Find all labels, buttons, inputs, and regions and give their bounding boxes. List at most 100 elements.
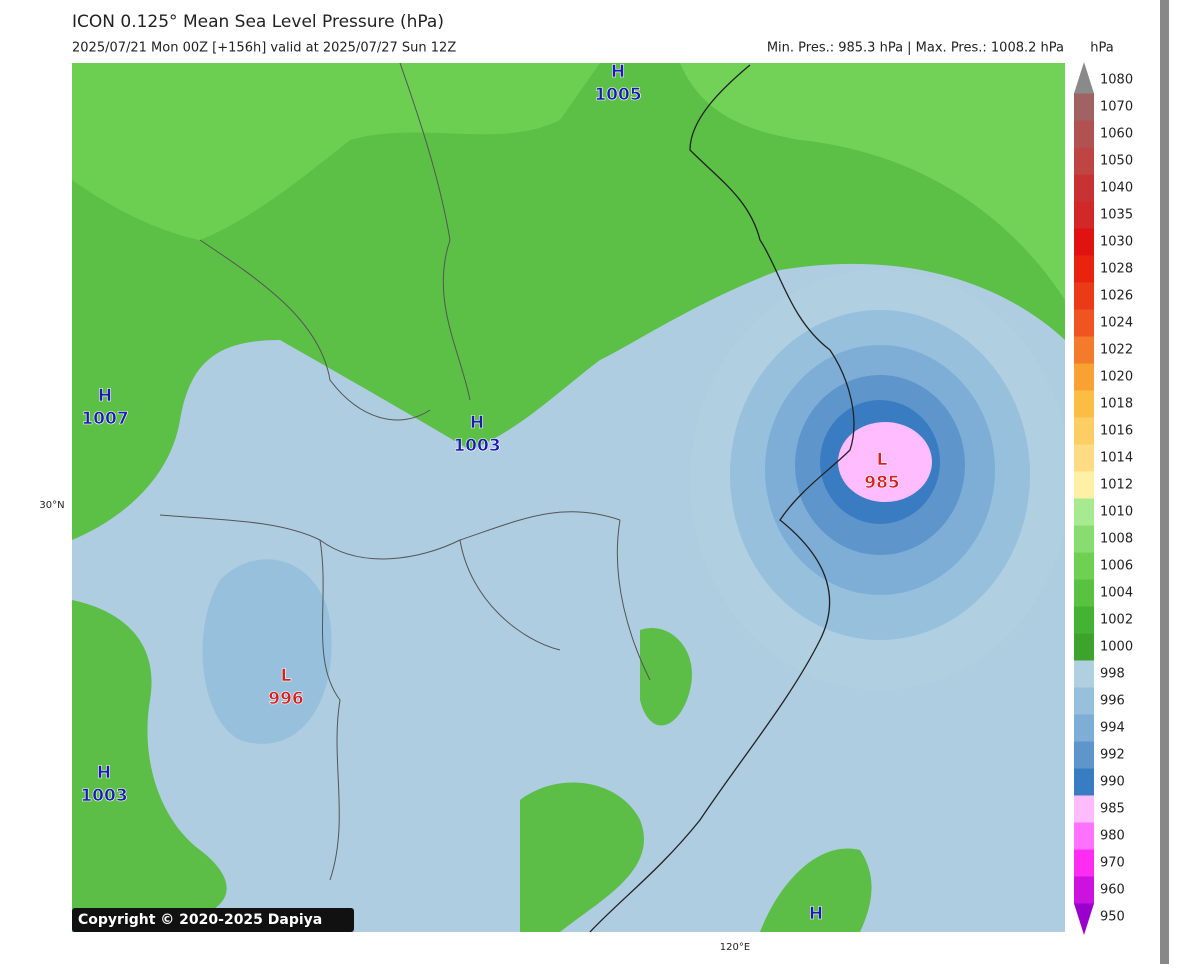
center-value: 1003 [80, 786, 127, 806]
colorbar-label: 1006 [1100, 559, 1133, 574]
low-area [202, 559, 332, 744]
colorbar-swatch [1074, 471, 1094, 499]
colorbar-label: 1010 [1100, 505, 1133, 520]
colorbar-label: 1030 [1100, 235, 1133, 250]
colorbar-unit: hPa [1090, 41, 1113, 56]
colorbar-swatch [1074, 228, 1094, 256]
colorbar: 1080 1070 1060 1050 1040 1035 1030 1028 1026 1024… [1074, 62, 1133, 935]
green-area [520, 782, 644, 932]
colorbar-label: 985 [1100, 802, 1125, 817]
colorbar-label: 960 [1100, 883, 1125, 898]
lat-label: 30°N [39, 500, 64, 511]
colorbar-swatch [1074, 498, 1094, 526]
title: ICON 0.125° Mean Sea Level Pressure (hPa… [72, 12, 444, 32]
colorbar-label: 990 [1100, 775, 1125, 790]
center-value: 1007 [81, 409, 128, 429]
colorbar-arrow [1074, 62, 1094, 94]
center-symbol: H [97, 763, 111, 783]
boundary [159, 63, 651, 881]
colorbar-label: 996 [1100, 694, 1125, 709]
green-area [640, 628, 692, 726]
center-symbol: L [281, 666, 292, 686]
colorbar-swatch [1074, 849, 1094, 877]
colorbar-label: 1024 [1100, 316, 1133, 331]
colorbar-label: 950 [1100, 910, 1125, 925]
colorbar-label: 970 [1100, 856, 1125, 871]
colorbar-label: 1022 [1100, 343, 1133, 358]
colorbar-label: 1014 [1100, 451, 1133, 466]
colorbar-swatch [1074, 822, 1094, 850]
min-max: Min. Pres.: 985.3 hPa | Max. Pres.: 1008… [767, 41, 1064, 56]
colorbar-swatch [1074, 309, 1094, 337]
colorbar-label: 994 [1100, 721, 1125, 736]
colorbar-label: 1002 [1100, 613, 1133, 628]
colorbar-swatch [1074, 606, 1094, 634]
colorbar-label: 1000 [1100, 640, 1133, 655]
colorbar-label: 998 [1100, 667, 1125, 682]
colorbar-swatch [1074, 552, 1094, 580]
colorbar-swatch [1074, 174, 1094, 202]
colorbar-swatch [1074, 741, 1094, 769]
colorbar-label: 1018 [1100, 397, 1133, 412]
colorbar-label: 1016 [1100, 424, 1133, 439]
colorbar-swatch [1074, 579, 1094, 607]
green-area [680, 63, 1065, 300]
green-area [72, 63, 600, 240]
colorbar-label: 1020 [1100, 370, 1133, 385]
colorbar-swatch [1074, 633, 1094, 661]
colorbar-label: 1028 [1100, 262, 1133, 277]
colorbar-label: 1035 [1100, 208, 1133, 223]
center-value: 996 [268, 689, 304, 709]
colorbar-label: 1050 [1100, 154, 1133, 169]
pressure-centers: H 1005 H 1007 H 1003 L 985 L 996 H 1003 H [80, 62, 900, 925]
scrollbar [1160, 0, 1169, 964]
colorbar-label: 1008 [1100, 532, 1133, 547]
copyright: Copyright © 2020-2025 Dapiya [78, 912, 322, 928]
colorbar-swatch [1074, 147, 1094, 175]
green-area [72, 63, 1065, 540]
colorbar-swatch [1074, 336, 1094, 364]
colorbar-swatch [1074, 363, 1094, 391]
center-symbol: H [611, 62, 625, 82]
colorbar-label: 980 [1100, 829, 1125, 844]
colorbar-swatch [1074, 120, 1094, 148]
colorbar-swatch [1074, 876, 1094, 904]
colorbar-label: 1004 [1100, 586, 1133, 601]
map [72, 63, 1065, 932]
center-symbol: H [98, 386, 112, 406]
colorbar-swatch [1074, 660, 1094, 688]
colorbar-swatch [1074, 390, 1094, 418]
lon-label: 120°E [720, 942, 750, 953]
green-area [760, 848, 872, 932]
colorbar-swatch [1074, 525, 1094, 553]
center-symbol: H [809, 904, 823, 924]
colorbar-swatch [1074, 255, 1094, 283]
colorbar-swatch [1074, 93, 1094, 121]
center-value: 1003 [453, 436, 500, 456]
colorbar-swatch [1074, 282, 1094, 310]
coastline [589, 64, 855, 932]
green-area [72, 600, 227, 932]
center-value: 1005 [594, 85, 641, 105]
isobar-985 [838, 422, 932, 502]
center-symbol: L [877, 450, 888, 470]
subtitle: 2025/07/21 Mon 00Z [+156h] valid at 2025… [72, 41, 456, 56]
colorbar-swatch [1074, 768, 1094, 796]
colorbar-label: 1070 [1100, 100, 1133, 115]
colorbar-swatch [1074, 444, 1094, 472]
colorbar-label: 1080 [1100, 73, 1133, 88]
colorbar-label: 1040 [1100, 181, 1133, 196]
colorbar-swatch [1074, 417, 1094, 445]
center-symbol: H [470, 413, 484, 433]
center-value: 985 [864, 473, 900, 493]
colorbar-arrow [1074, 903, 1094, 935]
colorbar-swatch [1074, 201, 1094, 229]
copyright-box [72, 908, 354, 932]
colorbar-label: 1060 [1100, 127, 1133, 142]
colorbar-label: 1012 [1100, 478, 1133, 493]
colorbar-label: 1026 [1100, 289, 1133, 304]
colorbar-swatch [1074, 714, 1094, 742]
colorbar-swatch [1074, 795, 1094, 823]
